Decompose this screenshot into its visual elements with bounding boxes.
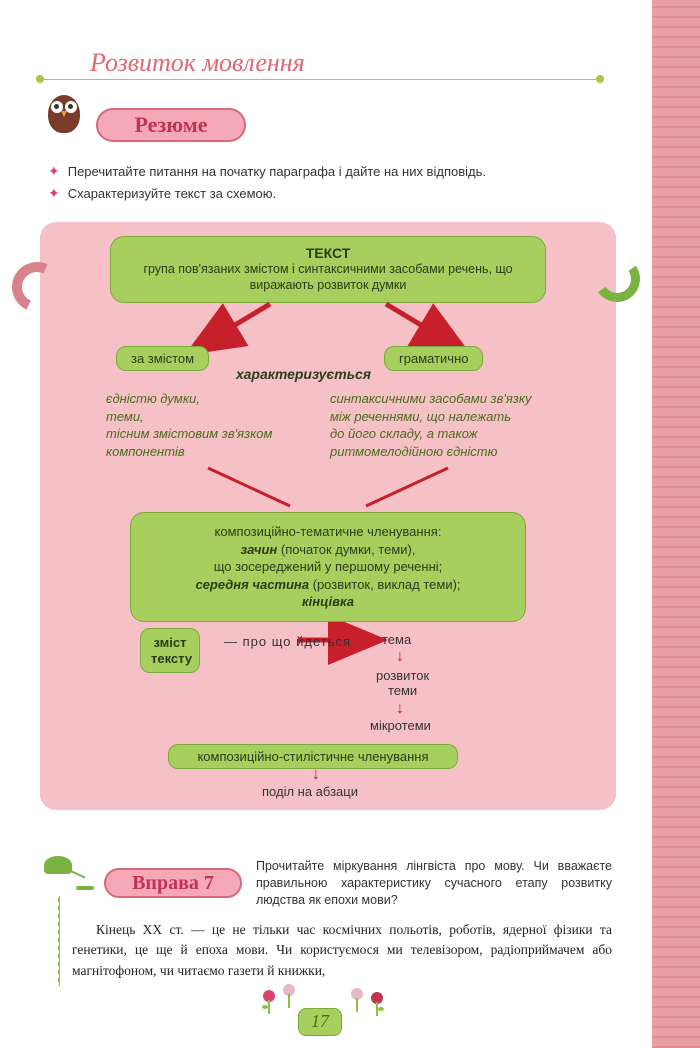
owl-icon bbox=[44, 95, 84, 145]
zmist-label: — про що йдеться bbox=[224, 634, 351, 649]
flower-icon bbox=[280, 984, 298, 1010]
diagram-container: ТЕКСТ група пов'язаних змістом і синтакс… bbox=[40, 222, 616, 810]
comp-line2: зачин (початок думки, теми), bbox=[149, 541, 507, 559]
lamp-icon bbox=[44, 856, 94, 896]
instruction-bullets: ✦ Перечитайте питання на початку парагра… bbox=[48, 162, 608, 205]
left-column-text: єдністю думки, теми, тісним змістовим зв… bbox=[106, 390, 316, 460]
exercise-instruction: Прочитайте міркування лінгвіста про мову… bbox=[256, 858, 612, 909]
exercise-body-text: Кінець ХХ ст. — це не тільки час космічн… bbox=[72, 920, 612, 981]
arrow-down-icon: ↓ bbox=[396, 648, 404, 666]
composition-box: композиційно-тематичне членування: зачин… bbox=[130, 512, 526, 622]
comp-line3: що зосереджений у першому реченні; bbox=[149, 558, 507, 576]
mikrotemy-label: мікротеми bbox=[370, 718, 431, 733]
flower-icon bbox=[260, 990, 278, 1016]
comp-line5: кінцівка bbox=[149, 593, 507, 611]
characterizes-label: характеризується bbox=[236, 366, 371, 382]
zmist-box: зміст тексту bbox=[140, 628, 200, 673]
flower-icon bbox=[348, 988, 366, 1014]
podil-label: поділ на абзаци bbox=[262, 784, 358, 799]
dotted-divider bbox=[58, 896, 60, 986]
tema-label: тема bbox=[382, 632, 411, 647]
section-title: Розвиток мовлення bbox=[90, 48, 305, 78]
page-number: 17 bbox=[298, 1008, 342, 1036]
star-icon: ✦ bbox=[48, 184, 60, 204]
right-pill: граматично bbox=[384, 346, 483, 371]
arrow-down-icon: ↓ bbox=[396, 700, 404, 718]
header-divider bbox=[40, 78, 600, 80]
rozvytok-label: розвиток теми bbox=[376, 668, 429, 698]
bullet-item: ✦ Схарактеризуйте текст за схемою. bbox=[48, 184, 608, 204]
resume-badge: Резюме bbox=[96, 108, 246, 142]
star-icon: ✦ bbox=[48, 162, 60, 182]
page-right-border bbox=[652, 0, 700, 1048]
bullet-text: Перечитайте питання на початку параграфа… bbox=[68, 162, 486, 182]
right-column-text: синтаксичними засобами зв'язку між речен… bbox=[330, 390, 600, 460]
bullet-text: Схарактеризуйте текст за схемою. bbox=[68, 184, 276, 204]
flower-icon bbox=[368, 992, 386, 1018]
comp-line4: середня частина (розвиток, виклад теми); bbox=[149, 576, 507, 594]
exercise-badge: Вправа 7 bbox=[104, 868, 242, 898]
left-pill: за змістом bbox=[116, 346, 209, 371]
arrow-down-icon: ↓ bbox=[312, 766, 320, 784]
comp-line1: композиційно-тематичне членування: bbox=[149, 523, 507, 541]
bullet-item: ✦ Перечитайте питання на початку парагра… bbox=[48, 162, 608, 182]
